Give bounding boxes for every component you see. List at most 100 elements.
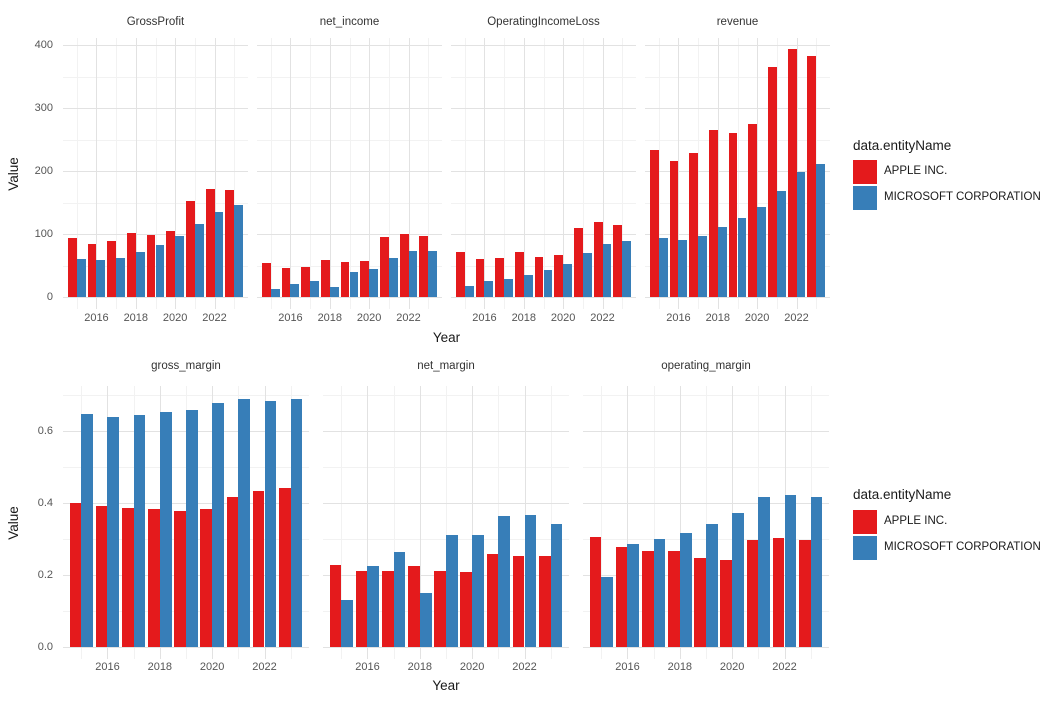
- bar-microsoft-2019: [737, 217, 747, 297]
- bar-apple-2020: [720, 560, 733, 647]
- bar-apple-2015: [67, 238, 77, 297]
- bar-microsoft-2018: [329, 286, 339, 297]
- bar-apple-2017: [121, 508, 134, 647]
- y-tick-label: 400: [34, 38, 53, 51]
- bar-apple-2017: [689, 152, 699, 297]
- bar-microsoft-2021: [388, 258, 398, 297]
- x-tick-label: 2022: [202, 311, 227, 324]
- facet-title-OperatingIncomeLoss: OperatingIncomeLoss: [487, 16, 600, 28]
- bar-apple-2015: [589, 537, 602, 647]
- bar-microsoft-2015: [341, 600, 354, 647]
- y-tick-label: 0.0: [37, 640, 53, 653]
- x-axis-title: Year: [432, 678, 460, 693]
- bar-apple-2016: [95, 506, 108, 647]
- bar-apple-2023: [225, 190, 235, 297]
- bar-microsoft-2020: [757, 206, 767, 297]
- x-tick-label: 2022: [590, 311, 615, 324]
- bar-apple-2018: [708, 129, 718, 297]
- bar-microsoft-2017: [393, 551, 406, 647]
- bar-apple-2022: [252, 491, 265, 647]
- x-tick-label: 2020: [199, 660, 225, 673]
- bar-microsoft-2022: [784, 495, 797, 647]
- bar-apple-2016: [355, 570, 368, 647]
- bar-apple-2018: [514, 252, 524, 297]
- bar-microsoft-2021: [498, 515, 511, 647]
- bar-apple-2015: [455, 252, 465, 297]
- bar-apple-2022: [593, 221, 603, 297]
- bar-microsoft-2018: [159, 412, 172, 647]
- x-tick-label: 2016: [84, 311, 109, 324]
- y-axis-title: Value: [6, 505, 21, 540]
- bar-microsoft-2015: [601, 577, 614, 647]
- x-tick-label: 2020: [719, 660, 745, 673]
- bar-apple-2023: [278, 488, 291, 647]
- y-tick-label: 0.4: [37, 496, 53, 509]
- bar-microsoft-2020: [212, 402, 224, 647]
- gridline-major-horizontal: [323, 431, 569, 432]
- gridline-minor-horizontal: [583, 395, 829, 396]
- bar-apple-2016: [669, 161, 679, 297]
- bar-microsoft-2018: [523, 274, 533, 297]
- bar-microsoft-2022: [796, 172, 806, 297]
- bar-microsoft-2019: [706, 523, 718, 647]
- bar-apple-2022: [205, 189, 215, 297]
- bar-apple-2021: [574, 228, 583, 297]
- bar-microsoft-2023: [810, 496, 823, 647]
- facet-panel-operating_margin: [583, 386, 829, 659]
- bar-microsoft-2015: [76, 258, 86, 297]
- x-tick-label: 2018: [407, 660, 433, 673]
- bar-microsoft-2022: [602, 244, 612, 297]
- x-tick-label: 2022: [252, 660, 277, 673]
- legend-swatch-microsoft: [853, 186, 877, 210]
- bar-microsoft-2016: [678, 239, 688, 297]
- bar-microsoft-2023: [234, 204, 244, 297]
- bar-apple-2016: [87, 243, 97, 297]
- y-tick-label: 300: [34, 101, 53, 114]
- bar-apple-2017: [495, 258, 505, 297]
- facet-title-GrossProfit: GrossProfit: [126, 16, 185, 28]
- legend-title: data.entityName: [853, 138, 952, 153]
- bar-microsoft-2020: [732, 513, 744, 647]
- x-tick-label: 2020: [744, 311, 770, 324]
- bar-apple-2018: [126, 232, 136, 297]
- gridline-minor-horizontal: [323, 395, 569, 396]
- facet-title-net_margin: net_margin: [417, 360, 475, 372]
- bar-apple-2017: [381, 571, 394, 647]
- x-axis-title: Year: [432, 330, 461, 345]
- bar-apple-2017: [641, 550, 654, 647]
- bar-microsoft-2021: [758, 497, 771, 647]
- facet-title-gross_margin: gross_margin: [151, 360, 221, 372]
- legend-label-microsoft: MICROSOFT CORPORATION: [884, 191, 1041, 203]
- gridline-minor-horizontal: [323, 467, 569, 468]
- bar-apple-2022: [512, 555, 525, 647]
- bar-apple-2021: [186, 200, 195, 297]
- bar-microsoft-2015: [658, 238, 668, 297]
- bar-apple-2019: [174, 510, 186, 647]
- x-tick-label: 2018: [123, 311, 149, 324]
- bar-apple-2023: [538, 555, 551, 647]
- bar-microsoft-2023: [428, 251, 438, 297]
- y-tick-label: 0.2: [37, 568, 53, 581]
- x-tick-label: 2022: [784, 311, 809, 324]
- bar-apple-2018: [320, 259, 330, 297]
- bar-apple-2019: [146, 235, 156, 297]
- bar-microsoft-2015: [270, 289, 280, 297]
- bar-microsoft-2017: [116, 257, 125, 297]
- bar-apple-2023: [798, 539, 811, 647]
- bar-microsoft-2021: [776, 191, 786, 297]
- bar-apple-2018: [408, 566, 420, 647]
- bar-apple-2020: [360, 260, 370, 297]
- bar-microsoft-2019: [543, 269, 553, 297]
- bar-apple-2015: [69, 502, 82, 647]
- bar-apple-2021: [746, 539, 759, 647]
- y-tick-label: 200: [34, 164, 53, 177]
- x-tick-label: 2020: [162, 311, 188, 324]
- x-tick-label: 2020: [459, 660, 485, 673]
- bar-apple-2023: [419, 235, 429, 297]
- bar-microsoft-2016: [484, 280, 494, 297]
- legend-title: data.entityName: [853, 487, 952, 502]
- bar-microsoft-2017: [698, 236, 707, 297]
- bar-apple-2015: [261, 263, 271, 297]
- bar-microsoft-2020: [175, 235, 185, 297]
